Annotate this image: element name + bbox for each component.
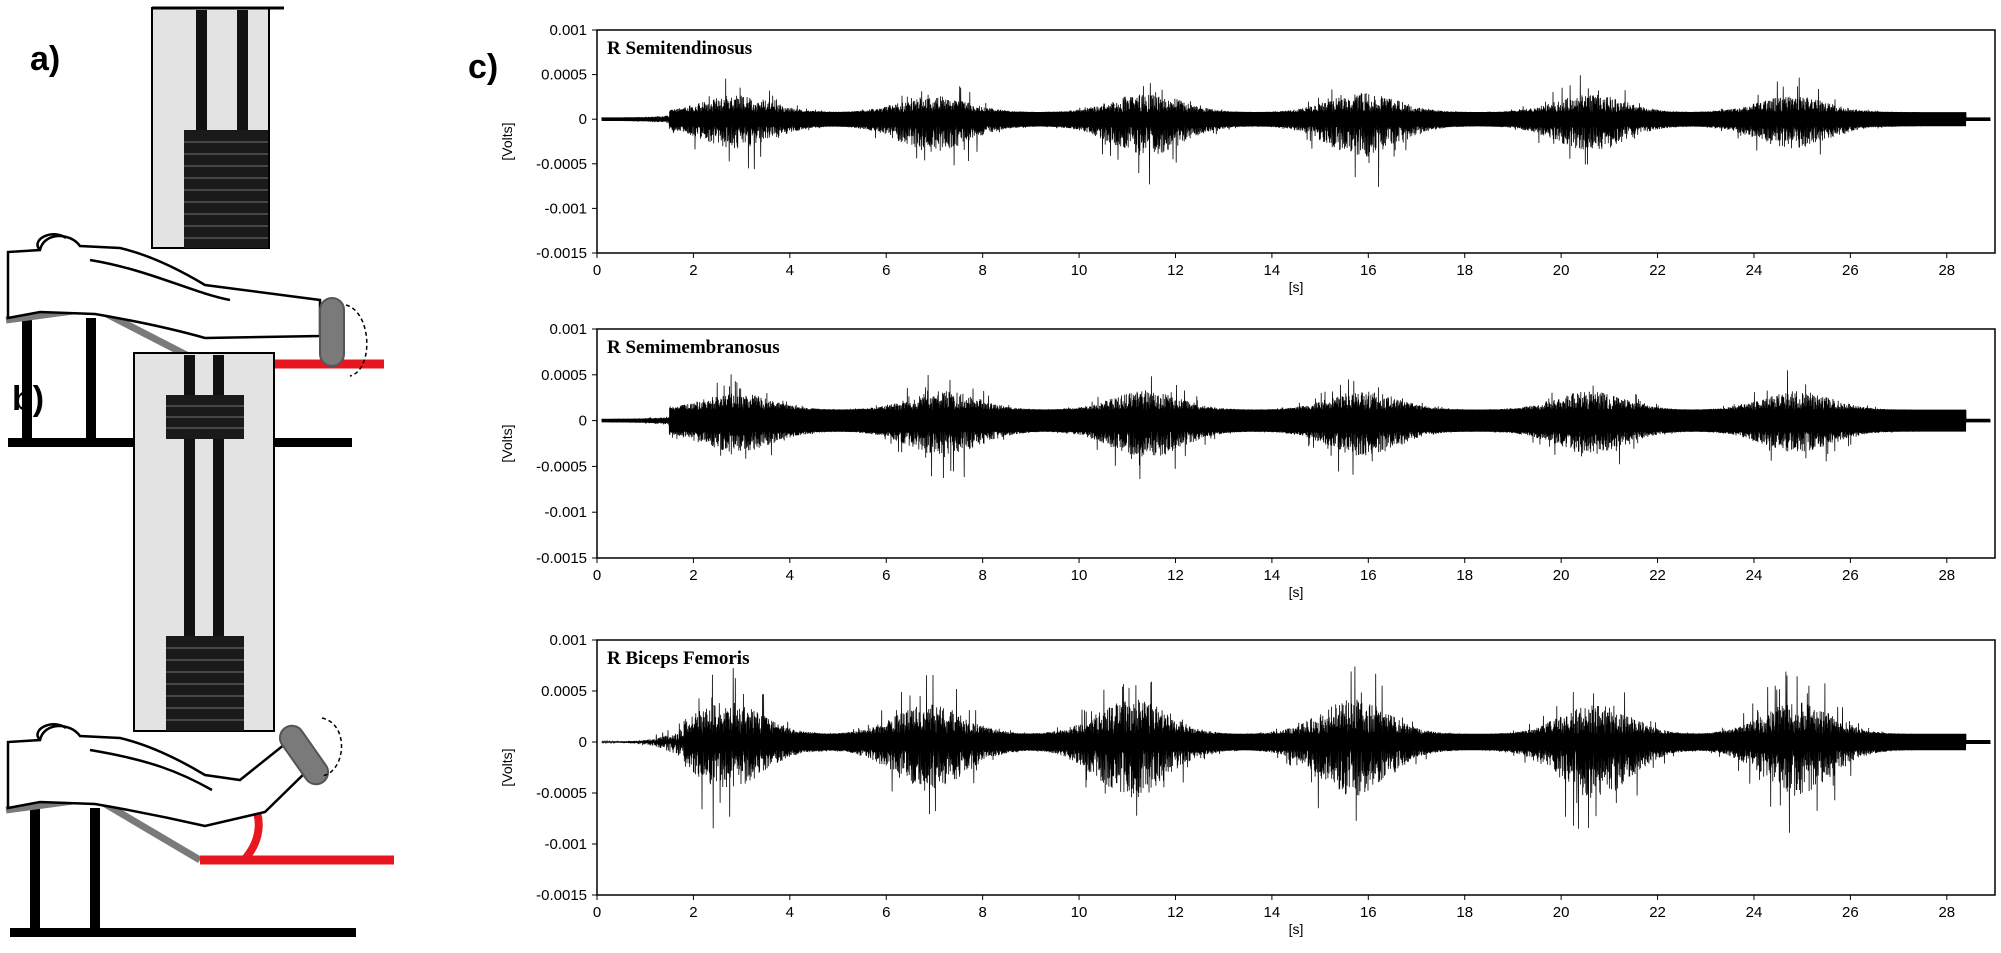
x-tick-label: 4 [786, 262, 794, 279]
x-tick-label: 8 [978, 262, 986, 279]
y-tick-label: 0 [579, 734, 587, 751]
y-tick-label: -0.0005 [536, 156, 587, 173]
illustration-a [5, 6, 384, 447]
x-tick-label: 28 [1938, 262, 1955, 279]
x-tick-label: 6 [882, 567, 890, 584]
x-axis-label: [s] [1289, 279, 1304, 295]
x-tick-label: 18 [1456, 904, 1473, 921]
x-tick-label: 0 [593, 567, 601, 584]
x-tick-label: 24 [1746, 904, 1763, 921]
y-tick-label: 0.001 [549, 632, 587, 649]
y-tick-label: -0.0015 [536, 550, 587, 567]
y-tick-label: -0.0005 [536, 785, 587, 802]
y-tick-label: 0 [579, 413, 587, 430]
y-tick-label: 0.0005 [541, 683, 587, 700]
x-tick-label: 10 [1071, 262, 1088, 279]
x-tick-label: 20 [1553, 567, 1570, 584]
y-tick-label: 0.0005 [541, 367, 587, 384]
plot-frame [596, 328, 1996, 559]
y-tick-label: 0.001 [549, 321, 587, 338]
x-tick-label: 16 [1360, 567, 1377, 584]
x-axis-label: [s] [1289, 584, 1304, 600]
x-tick-label: 26 [1842, 262, 1859, 279]
x-tick-label: 2 [689, 567, 697, 584]
x-tick-label: 8 [978, 567, 986, 584]
athlete-figure [6, 233, 322, 340]
x-tick-label: 4 [786, 904, 794, 921]
x-tick-label: 12 [1167, 262, 1184, 279]
illustration-b [5, 352, 394, 937]
x-tick-label: 14 [1264, 262, 1281, 279]
x-tick-label: 16 [1360, 262, 1377, 279]
weight-stack-machine [151, 6, 284, 249]
x-tick-label: 14 [1264, 567, 1281, 584]
weight-plates [184, 130, 268, 248]
y-tick-label: 0.001 [549, 22, 587, 39]
chart-title: R Semitendinosus [607, 38, 752, 59]
y-tick-label: 0.0005 [541, 67, 587, 84]
x-axis-label: [s] [1289, 921, 1304, 937]
x-tick-label: 4 [786, 567, 794, 584]
y-tick-label: 0 [579, 111, 587, 128]
x-tick-label: 22 [1649, 567, 1666, 584]
x-tick-label: 24 [1746, 262, 1763, 279]
x-tick-label: 6 [882, 904, 890, 921]
x-tick-label: 2 [689, 904, 697, 921]
x-tick-label: 18 [1456, 262, 1473, 279]
panel-label-c: c) [468, 48, 499, 86]
x-tick-label: 26 [1842, 567, 1859, 584]
x-tick-label: 28 [1938, 904, 1955, 921]
y-tick-label: -0.001 [544, 504, 587, 521]
y-tick-label: -0.001 [544, 200, 587, 217]
x-tick-label: 12 [1167, 567, 1184, 584]
x-tick-label: 10 [1071, 904, 1088, 921]
x-tick-label: 16 [1360, 904, 1377, 921]
x-tick-label: 24 [1746, 567, 1763, 584]
x-tick-label: 0 [593, 904, 601, 921]
x-tick-label: 20 [1553, 262, 1570, 279]
x-tick-label: 2 [689, 262, 697, 279]
y-tick-label: -0.0005 [536, 458, 587, 475]
y-axis-label: [Volts] [499, 424, 515, 462]
x-tick-label: 22 [1649, 904, 1666, 921]
x-tick-label: 28 [1938, 567, 1955, 584]
y-tick-label: -0.0015 [536, 887, 587, 904]
plot-frame [596, 639, 1996, 896]
x-tick-label: 10 [1071, 567, 1088, 584]
plot-frame [596, 29, 1996, 254]
athlete-figure-b [6, 723, 312, 828]
ankle-pad [319, 297, 368, 377]
x-tick-label: 14 [1264, 904, 1281, 921]
x-tick-label: 8 [978, 904, 986, 921]
x-tick-label: 18 [1456, 567, 1473, 584]
y-axis-label: [Volts] [499, 122, 515, 160]
weight-stack-machine-b [133, 352, 275, 732]
y-tick-label: -0.0015 [536, 245, 587, 262]
chart-title: R Semimembranosus [607, 337, 780, 358]
x-tick-label: 22 [1649, 262, 1666, 279]
y-axis-label: [Volts] [499, 748, 515, 786]
y-tick-label: -0.001 [544, 836, 587, 853]
x-tick-label: 12 [1167, 904, 1184, 921]
chart-title: R Biceps Femoris [607, 648, 749, 669]
panel-label-a: a) [30, 40, 61, 78]
x-tick-label: 0 [593, 262, 601, 279]
exercise-illustrations [5, 6, 394, 937]
x-tick-label: 6 [882, 262, 890, 279]
ankle-pad-b [278, 717, 343, 786]
x-tick-label: 26 [1842, 904, 1859, 921]
x-tick-label: 20 [1553, 904, 1570, 921]
